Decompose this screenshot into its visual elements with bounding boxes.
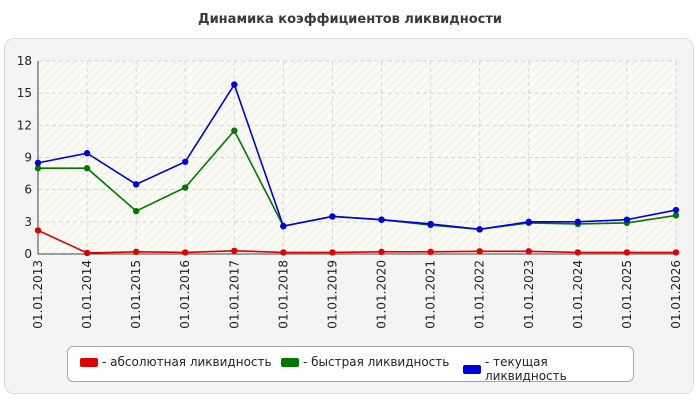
data-point-s2 bbox=[623, 216, 631, 223]
data-point-s0 bbox=[231, 247, 238, 254]
data-point-s2 bbox=[672, 206, 680, 214]
x-tick-label: 01.01.2019 bbox=[325, 260, 339, 329]
legend-item-absolute: - абсолютная ликвидность bbox=[80, 355, 272, 369]
data-point-s1 bbox=[231, 127, 238, 134]
chart-title: Динамика коэффициентов ликвидности bbox=[198, 12, 502, 27]
data-point-s0 bbox=[378, 248, 385, 256]
legend-label-absolute: - абсолютная ликвидность bbox=[102, 355, 272, 369]
y-tick-label: 6 bbox=[24, 183, 32, 197]
x-tick-label: 01.01.2014 bbox=[80, 260, 94, 329]
data-point-s0 bbox=[329, 249, 336, 256]
data-point-s2 bbox=[280, 222, 287, 230]
data-point-s0 bbox=[672, 249, 680, 256]
x-tick-label: 01.01.2020 bbox=[375, 260, 389, 329]
x-tick-label: 01.01.2013 bbox=[31, 260, 45, 329]
data-point-s0 bbox=[427, 248, 434, 256]
legend-item-current: - текущая ликвидность bbox=[463, 355, 633, 383]
data-point-s0 bbox=[83, 249, 91, 257]
data-point-s1 bbox=[132, 207, 140, 215]
y-tick-label: 15 bbox=[17, 86, 32, 100]
data-point-s0 bbox=[525, 248, 532, 255]
data-point-s2 bbox=[329, 213, 336, 220]
data-point-s0 bbox=[34, 227, 42, 234]
y-tick-label: 18 bbox=[17, 54, 32, 68]
x-tick-label: 01.01.2016 bbox=[178, 260, 192, 329]
legend-label-current: - текущая ликвидность bbox=[484, 355, 567, 383]
series-line-2 bbox=[37, 82, 677, 231]
y-tick-label: 3 bbox=[24, 215, 32, 229]
x-tick-label: 01.01.2023 bbox=[522, 260, 536, 329]
x-tick-label: 01.01.2015 bbox=[129, 260, 143, 329]
data-point-s2 bbox=[83, 150, 91, 157]
chart-legend: - абсолютная ликвидность - быстрая ликви… bbox=[67, 346, 634, 383]
data-point-s1 bbox=[672, 212, 680, 219]
legend-swatch-green bbox=[281, 357, 299, 367]
data-point-s0 bbox=[182, 249, 189, 256]
data-point-s2 bbox=[476, 226, 483, 233]
data-point-s2 bbox=[574, 218, 582, 226]
data-point-s2 bbox=[378, 216, 385, 223]
y-tick-label: 12 bbox=[17, 118, 32, 132]
data-point-s2 bbox=[231, 81, 238, 88]
data-point-s0 bbox=[623, 249, 631, 256]
legend-swatch-blue bbox=[463, 364, 481, 374]
legend-swatch-red bbox=[80, 357, 98, 367]
data-point-s1 bbox=[34, 165, 42, 172]
x-tick-label: 01.01.2025 bbox=[620, 260, 634, 329]
x-tick-label: 01.01.2022 bbox=[473, 260, 487, 329]
legend-label-quick: - быстрая ликвидность bbox=[303, 355, 450, 369]
y-tick-label: 9 bbox=[24, 151, 32, 165]
x-tick-label: 01.01.2018 bbox=[276, 260, 290, 329]
data-point-s1 bbox=[83, 165, 91, 172]
data-point-s1 bbox=[182, 184, 189, 191]
x-tick-label: 01.01.2021 bbox=[424, 260, 438, 329]
data-point-s0 bbox=[574, 249, 582, 256]
data-point-s2 bbox=[34, 159, 42, 167]
series-line-0 bbox=[37, 229, 676, 254]
data-point-s0 bbox=[280, 249, 287, 256]
data-point-s2 bbox=[182, 158, 189, 165]
data-point-s0 bbox=[132, 248, 140, 256]
x-tick-label: 01.01.2026 bbox=[669, 260, 683, 329]
data-point-s2 bbox=[525, 218, 532, 226]
legend-item-quick: - быстрая ликвидность bbox=[281, 355, 449, 369]
x-tick-label: 01.01.2024 bbox=[571, 260, 585, 329]
data-point-s0 bbox=[476, 248, 483, 255]
data-point-s2 bbox=[427, 220, 434, 228]
data-point-s2 bbox=[132, 181, 140, 188]
y-tick-label: 0 bbox=[24, 247, 32, 261]
x-tick-label: 01.01.2017 bbox=[227, 260, 241, 329]
